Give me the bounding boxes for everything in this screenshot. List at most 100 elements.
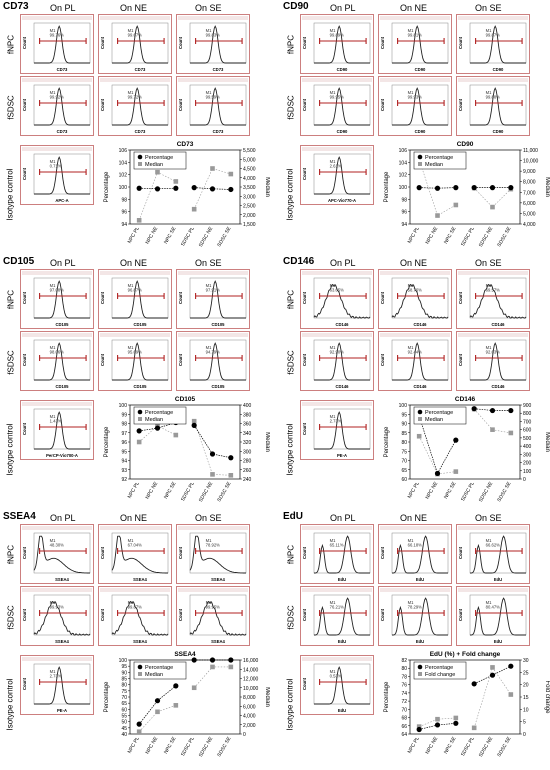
legend-label-median: Median xyxy=(425,162,443,168)
gate-percentage: 65.11% xyxy=(330,543,344,548)
left-axis-tick-label: 100 xyxy=(119,658,128,664)
right-axis-tick-label: 10,000 xyxy=(243,686,259,692)
count-axis-label: Count xyxy=(178,353,183,366)
legend-marker-percentage xyxy=(417,664,423,670)
left-axis-tick-label: 60 xyxy=(401,477,407,483)
count-axis-label: Count xyxy=(100,546,105,559)
panel-title: SSEA4 xyxy=(3,511,36,522)
category-tick-label: NPC NE xyxy=(425,225,440,245)
left-axis-tick-label: 104 xyxy=(399,160,408,166)
gate-label: M1 xyxy=(408,345,414,350)
chart-title: CD73 xyxy=(177,141,194,148)
median-point xyxy=(228,171,234,177)
count-axis-label: Count xyxy=(458,546,463,559)
histogram-header xyxy=(302,526,372,530)
marker-axis-label: CD73 xyxy=(213,129,224,134)
panel-title: EdU xyxy=(283,511,303,522)
gate-label: M1 xyxy=(50,90,56,95)
right-axis-label: Median xyxy=(264,687,270,707)
category-tick-label: NPC SE xyxy=(443,225,458,245)
column-header: On NE xyxy=(400,258,428,268)
right-axis-tick-label: 30 xyxy=(523,658,529,664)
count-axis-label: Count xyxy=(302,167,307,180)
legend-marker-percentage xyxy=(137,664,143,670)
legend-marker-percentage xyxy=(417,409,423,415)
category-tick-label: SDSC NE xyxy=(198,225,215,248)
left-axis-tick-label: 97 xyxy=(121,431,127,437)
right-axis-tick-label: 0 xyxy=(523,732,526,738)
count-axis-label: Count xyxy=(22,677,27,690)
right-axis-tick-label: 240 xyxy=(243,477,252,483)
plot-frame xyxy=(469,339,527,381)
right-axis-tick-label: 2,500 xyxy=(243,204,256,210)
histogram-header xyxy=(100,271,170,275)
gate-percentage: 2.73% xyxy=(50,674,62,679)
gate-percentage: 92.44% xyxy=(408,350,422,355)
histogram-header xyxy=(302,657,372,661)
column-header: On SE xyxy=(475,3,502,13)
plot-frame xyxy=(111,22,169,64)
left-axis-label: Percentage xyxy=(384,681,390,712)
percentage-point xyxy=(209,451,216,457)
legend-label-percentage: Percentage xyxy=(425,410,453,416)
percentage-point xyxy=(416,185,422,191)
plot-frame xyxy=(33,532,91,574)
gate-label: M1 xyxy=(128,90,134,95)
category-tick-label: SDSC NE xyxy=(198,480,215,503)
plot-frame xyxy=(189,277,247,319)
count-axis-label: Count xyxy=(380,353,385,366)
histogram-header xyxy=(458,271,528,275)
column-header: On PL xyxy=(50,258,76,268)
plot-frame xyxy=(33,339,91,381)
median-point xyxy=(490,665,495,670)
left-axis-tick-label: 102 xyxy=(399,173,408,179)
histogram-header xyxy=(458,333,528,337)
right-axis-tick-label: 5,500 xyxy=(243,148,256,154)
gate-percentage: 99.76% xyxy=(50,33,64,38)
histogram-curve xyxy=(470,535,526,574)
category-tick-label: SDSC PL xyxy=(460,481,476,503)
category-tick-label: SDSC SE xyxy=(216,225,233,248)
count-axis-label: Count xyxy=(302,608,307,621)
category-tick-label: SDSC SE xyxy=(216,735,233,758)
right-axis-tick-label: 340 xyxy=(243,431,252,437)
legend-box xyxy=(413,406,467,425)
right-axis-tick-label: 5,000 xyxy=(523,211,536,217)
left-axis-tick-label: 100 xyxy=(399,185,408,191)
count-axis-label: Count xyxy=(100,353,105,366)
gate-label: M1 xyxy=(486,90,492,95)
count-axis-label: Count xyxy=(22,353,27,366)
panel-cd73: CD73 On PL On NE On SE fNPC fSDSC Isotype cont… xyxy=(0,0,270,255)
panel-graphics: M199.89%CountCD90M199.81%CountCD90M199.8… xyxy=(300,14,550,248)
column-header: On SE xyxy=(475,513,502,523)
median-series-line xyxy=(418,159,456,216)
summary-chart: CD73 94 96 98 100 102 104 106 1,500 2,000 2,500 3,0… xyxy=(104,141,270,248)
gate-percentage: 2.61% xyxy=(330,164,342,169)
right-axis-tick-label: 600 xyxy=(523,428,532,434)
legend-label-median: Fold change xyxy=(425,672,455,678)
median-point xyxy=(191,206,197,212)
median-point xyxy=(191,418,197,424)
plot-frame xyxy=(391,339,449,381)
category-tick-label: NPC PL xyxy=(407,226,421,245)
gate-percentage: 99.59% xyxy=(206,95,220,100)
count-axis-label: Count xyxy=(178,546,183,559)
percentage-point xyxy=(173,185,179,191)
marker-axis-label: EdU xyxy=(416,639,424,644)
percentage-point xyxy=(434,470,441,477)
plot-frame xyxy=(313,22,371,64)
right-axis-label: Median xyxy=(544,177,550,197)
right-axis-tick-label: 300 xyxy=(243,449,252,455)
category-tick-label: NPC NE xyxy=(425,480,440,500)
count-axis-label: Count xyxy=(100,291,105,304)
histogram-curve xyxy=(111,535,168,574)
right-axis-tick-label: 6,000 xyxy=(523,201,536,207)
column-header: On SE xyxy=(475,258,502,268)
